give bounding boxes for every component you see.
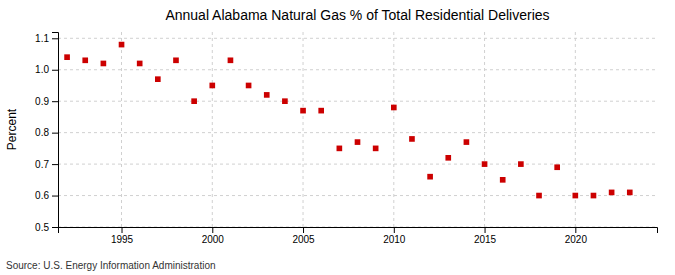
grid-line-y xyxy=(58,195,657,196)
chart: 1995 2000 2005 2010 2015 2020 0.5 0.6 0.7 0.8 0.9 1… xyxy=(0,0,675,275)
tick-mark xyxy=(575,227,576,233)
point xyxy=(445,155,451,161)
source-note: Source: U.S. Energy Information Administ… xyxy=(6,260,216,271)
point xyxy=(101,61,107,67)
point xyxy=(409,136,415,142)
point xyxy=(482,161,488,167)
point xyxy=(536,193,542,199)
tick-label: 2000 xyxy=(202,234,225,245)
tick-mark xyxy=(212,227,213,233)
tick: 1.1 xyxy=(35,33,58,44)
tick: 1995 xyxy=(111,227,134,245)
point xyxy=(609,190,615,196)
tick-label: 1995 xyxy=(111,234,134,245)
tick: 2010 xyxy=(383,227,406,245)
tick: 0.9 xyxy=(35,96,58,107)
point xyxy=(572,193,578,199)
point xyxy=(464,139,470,145)
grid-line-y xyxy=(58,69,657,70)
tick-label: 1.1 xyxy=(35,33,49,44)
tick-mark xyxy=(52,70,58,71)
axis-line xyxy=(59,228,658,234)
point xyxy=(82,57,88,63)
tick-label: 2015 xyxy=(474,234,497,245)
tick-mark xyxy=(485,227,486,233)
point xyxy=(209,83,215,89)
tick-label: 2010 xyxy=(383,234,406,245)
tick-label: 2020 xyxy=(565,234,588,245)
point xyxy=(518,161,524,167)
tick-mark xyxy=(122,227,123,233)
point xyxy=(282,98,288,104)
grid-line-y xyxy=(58,132,657,133)
point xyxy=(427,174,433,180)
point xyxy=(337,146,343,152)
tick: 0.6 xyxy=(35,190,58,201)
grid-line-x xyxy=(393,32,394,227)
grid-line-y xyxy=(58,164,657,165)
point xyxy=(355,139,361,145)
tick-mark xyxy=(52,133,58,134)
tick-label: 0.6 xyxy=(35,190,49,201)
y-axis-title: Percent xyxy=(5,108,19,150)
grid-line-x xyxy=(303,32,304,227)
grid-line-y xyxy=(58,38,657,39)
plot-area: 1995 2000 2005 2010 2015 2020 0.5 0.6 0.7 0.8 0.9 1… xyxy=(35,32,657,245)
tick: 2000 xyxy=(202,227,225,245)
title: Annual Alabama Natural Gas % of Total Re… xyxy=(165,7,549,23)
point xyxy=(137,61,143,67)
grid-line-x xyxy=(484,32,485,227)
tick-mark xyxy=(52,101,58,102)
point xyxy=(300,108,306,114)
point xyxy=(500,177,506,183)
tick-mark xyxy=(303,227,304,233)
point xyxy=(373,146,379,152)
points xyxy=(64,42,632,199)
tick-label: 0.9 xyxy=(35,96,49,107)
tick-mark xyxy=(52,164,58,165)
tick: 0.5 xyxy=(35,222,58,233)
tick: 0.8 xyxy=(35,127,58,138)
point xyxy=(627,190,633,196)
tick-label: 2005 xyxy=(292,234,315,245)
grid xyxy=(58,32,657,227)
tick: 0.7 xyxy=(35,159,58,170)
axis-line xyxy=(52,33,59,228)
tick: 2015 xyxy=(474,227,497,245)
point xyxy=(64,54,70,60)
point xyxy=(119,42,125,48)
point xyxy=(391,105,397,111)
point xyxy=(591,193,597,199)
point xyxy=(554,164,560,170)
point xyxy=(318,108,324,114)
grid-line-x xyxy=(212,32,213,227)
tick: 2005 xyxy=(292,227,315,245)
y-axis: 0.5 0.6 0.7 0.8 0.9 1.0 1.1 xyxy=(35,33,58,233)
tick: 2020 xyxy=(565,227,588,245)
point xyxy=(155,76,161,82)
tick-label: 0.8 xyxy=(35,127,49,138)
grid-line-x xyxy=(121,32,122,227)
tick-label: 1.0 xyxy=(35,64,49,75)
tick-mark xyxy=(394,227,395,233)
point xyxy=(173,57,179,63)
tick-mark xyxy=(52,227,58,228)
tick-mark xyxy=(52,196,58,197)
point xyxy=(228,57,234,63)
point xyxy=(246,83,252,89)
tick-label: 0.7 xyxy=(35,159,49,170)
point xyxy=(264,92,270,98)
tick-label: 0.5 xyxy=(35,222,49,233)
tick-mark xyxy=(52,38,58,39)
grid-line-y xyxy=(58,101,657,102)
tick: 1.0 xyxy=(35,64,58,75)
x-axis: 1995 2000 2005 2010 2015 2020 xyxy=(59,227,658,245)
point xyxy=(191,98,197,104)
